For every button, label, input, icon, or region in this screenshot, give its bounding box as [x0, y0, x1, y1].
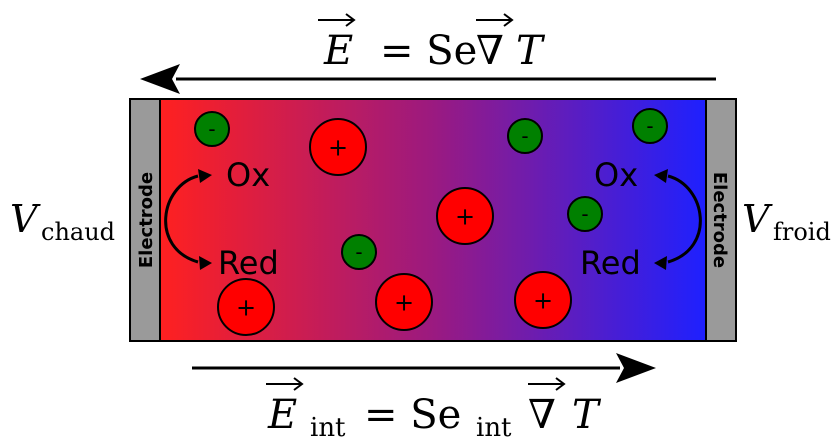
right-redox-curve [667, 174, 702, 264]
positive-ion-circle [375, 273, 433, 331]
field-arrow-right [192, 353, 656, 383]
cell: Electrode Electrode [129, 98, 737, 342]
field-arrow-left [140, 64, 716, 94]
arrow-head-left-icon [140, 64, 180, 94]
right-redox: Ox Red [580, 156, 702, 282]
negative-ion-symbol: - [521, 124, 528, 148]
positive-ion-symbol: + [394, 288, 414, 316]
cell-outline [129, 98, 737, 342]
negative-ion: - [567, 196, 603, 232]
v-chaud-label: V chaud [10, 197, 115, 246]
vector-arrow-icon [266, 377, 304, 391]
left-ox-label: Ox [226, 156, 270, 194]
top-equation-t: T [516, 28, 546, 74]
negative-ion-symbol: - [208, 117, 215, 141]
negative-ion-symbol: - [355, 240, 362, 264]
v-froid-v: V [742, 197, 773, 241]
right-ox-label: Ox [594, 156, 638, 194]
arrow-head-icon [198, 169, 212, 183]
positive-ion-circle [514, 271, 572, 329]
left-redox-curve [164, 174, 199, 264]
left-redox: Ox Red [164, 156, 279, 282]
v-froid-subscript: froid [773, 218, 831, 246]
negative-ion-circle [341, 234, 377, 270]
positive-ion-symbol: + [236, 293, 256, 321]
positive-ion-symbol: + [533, 286, 553, 314]
arrow-head-icon [654, 256, 667, 270]
positive-ion-symbol: + [455, 202, 475, 230]
negative-ion-circle [567, 196, 603, 232]
left-electrode [129, 98, 161, 342]
bottom-equation: E int = Se int ∇ T [266, 377, 602, 440]
positive-ion-symbol: + [328, 133, 348, 161]
top-equation-equals-se: = Se [380, 28, 477, 74]
positive-ion-circle [309, 118, 367, 176]
v-chaud-subscript: chaud [41, 218, 115, 246]
bottom-equation-se-subscript: int [476, 413, 512, 440]
negative-ion: - [507, 118, 543, 154]
vector-arrow-icon [318, 13, 356, 27]
left-red-label: Red [218, 244, 279, 282]
positive-ion-circle [217, 278, 275, 336]
top-equation: E = Se ∇ T [318, 13, 546, 74]
bottom-equation-e: E [267, 392, 297, 438]
v-chaud-v: V [10, 197, 41, 241]
left-electrode-label: Electrode [136, 172, 157, 268]
top-equation-e: E [323, 28, 353, 74]
negative-ion: - [632, 108, 668, 144]
right-electrode-label: Electrode [709, 172, 730, 268]
positive-ion: + [217, 278, 275, 336]
arrow-head-right-icon [616, 353, 656, 383]
positive-ion-circle [436, 187, 494, 245]
bottom-equation-nabla: ∇ [528, 392, 556, 438]
positive-ion: + [375, 273, 433, 331]
vector-arrow-icon [476, 13, 514, 27]
bottom-equation-equals-se: = Se [364, 392, 461, 438]
bottom-equation-t: T [572, 392, 602, 438]
negative-ion-circle [632, 108, 668, 144]
negative-ion-symbol: - [646, 114, 653, 138]
positive-ion: + [309, 118, 367, 176]
negative-ion-circle [194, 111, 230, 147]
right-red-label: Red [580, 244, 641, 282]
negative-ion: - [194, 111, 230, 147]
arrow-head-icon [199, 256, 212, 270]
negative-ion-circle [507, 118, 543, 154]
positive-ion: + [514, 271, 572, 329]
negative-ion-symbol: - [581, 202, 588, 226]
top-equation-nabla: ∇ [476, 28, 504, 74]
ions: + + + + + - - - - - [194, 108, 668, 336]
bottom-equation-e-subscript: int [310, 413, 346, 440]
positive-ion: + [436, 187, 494, 245]
vector-arrow-icon [528, 377, 566, 391]
v-froid-label: V froid [742, 197, 831, 246]
negative-ion: - [341, 234, 377, 270]
arrow-head-icon [654, 169, 668, 183]
